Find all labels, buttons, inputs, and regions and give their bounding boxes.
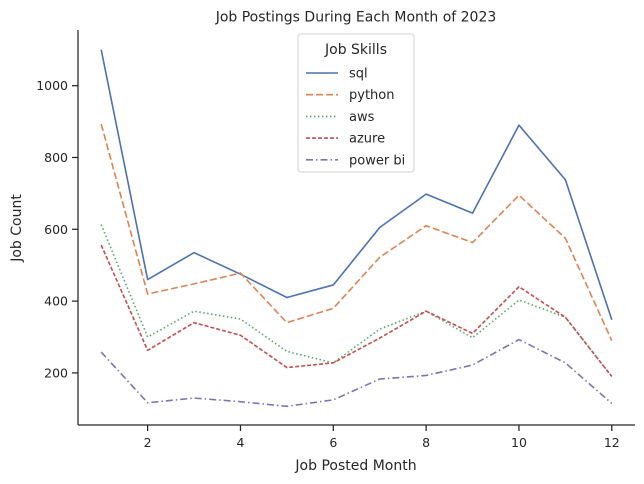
legend-label: azure <box>349 132 385 147</box>
x-tick-label: 10 <box>511 435 527 450</box>
y-tick-label: 400 <box>44 294 68 309</box>
series-line-sql <box>100 49 613 321</box>
y-tick-label: 200 <box>44 365 68 380</box>
x-axis-label: Job Posted Month <box>294 458 416 474</box>
y-axis-label: Job Count <box>9 194 25 263</box>
x-tick-label: 6 <box>329 435 337 450</box>
y-tick-label: 800 <box>44 150 68 165</box>
series-line-python <box>100 123 613 341</box>
series-line-azure <box>100 244 613 378</box>
legend-title: Job Skills <box>324 42 387 58</box>
plot-lines <box>100 49 613 408</box>
legend-items: sql python aws azure power bi <box>306 67 405 168</box>
legend: Job Skills sql python aws azure power bi <box>297 33 415 173</box>
legend-label: sql <box>349 67 368 82</box>
x-ticks: 2 4 6 8 10 12 <box>144 425 620 450</box>
x-tick-label: 8 <box>422 435 430 450</box>
y-tick-label: 600 <box>44 222 68 237</box>
y-ticks: 200 400 600 800 1000 <box>36 78 78 380</box>
chart-title: Job Postings During Each Month of 2023 <box>215 10 497 26</box>
x-tick-label: 12 <box>604 435 620 450</box>
x-tick-label: 2 <box>144 435 152 450</box>
y-tick-label: 1000 <box>36 78 68 93</box>
legend-label: aws <box>349 110 375 125</box>
legend-label: python <box>349 88 394 103</box>
series-line-aws <box>100 224 613 378</box>
x-tick-label: 4 <box>236 435 244 450</box>
series-line-power-bi <box>100 338 613 408</box>
legend-label: power bi <box>349 153 405 168</box>
